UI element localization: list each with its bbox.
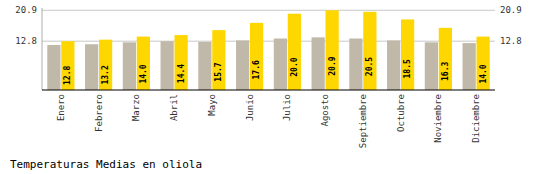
- bar: [463, 43, 476, 90]
- bar: [61, 41, 74, 90]
- y-tick-label: 20.9: [15, 5, 37, 15]
- bar: [349, 39, 362, 90]
- x-tick-label: Marzo: [131, 94, 141, 121]
- bar: [288, 14, 301, 90]
- data-label: 14.0: [139, 64, 148, 83]
- y-tick-label: 12.8: [15, 36, 37, 46]
- x-axis-line: [42, 89, 495, 90]
- bar: [439, 28, 452, 90]
- bar: [236, 40, 249, 90]
- y2-tick-label: 12.8: [500, 36, 522, 46]
- x-tick-label: Enero: [56, 94, 66, 121]
- data-label: 20.5: [365, 57, 374, 76]
- x-tick-label: Julio: [282, 94, 292, 121]
- x-tick-label: Septiembre: [358, 94, 368, 148]
- bar: [274, 39, 287, 90]
- x-tick-label: Octubre: [396, 94, 406, 132]
- data-label: 12.8: [63, 66, 72, 85]
- data-label: 18.5: [403, 59, 412, 78]
- data-label: 13.2: [101, 65, 110, 84]
- data-label: 17.6: [252, 60, 261, 79]
- chart-container: 12.8 13.2 14.0 14.4 15.7 17.6 20.0 20.9 20.5 18.5…: [0, 0, 537, 174]
- data-label: 14.0: [479, 64, 488, 83]
- x-tick-label: Mayo: [207, 94, 217, 116]
- data-label: 15.7: [214, 62, 223, 81]
- data-label: 20.0: [290, 57, 299, 76]
- y-axis-line: [42, 8, 43, 90]
- chart: 12.8 13.2 14.0 14.4 15.7 17.6 20.0 20.9 20.5 18.5…: [0, 0, 537, 174]
- y2-tick-label: 20.9: [500, 5, 522, 15]
- x-tick-label: Febrero: [94, 94, 104, 132]
- x-tick-label: Agosto: [320, 94, 330, 127]
- bar: [250, 23, 263, 90]
- bar: [425, 42, 438, 90]
- x-tick-label: Junio: [245, 94, 255, 121]
- data-label: 20.9: [328, 56, 337, 75]
- bar: [363, 12, 376, 90]
- bar: [212, 30, 225, 90]
- bar: [137, 37, 150, 90]
- data-label: 16.3: [441, 62, 450, 81]
- title: Temperaturas Medias en oliola: [10, 158, 202, 171]
- bar: [477, 37, 490, 90]
- bar: [175, 35, 188, 90]
- bar: [312, 37, 325, 90]
- x-tick-label: Abril: [169, 94, 179, 121]
- x-tick-label: Diciembre: [471, 94, 481, 143]
- x-tick-label: Noviembre: [433, 94, 443, 143]
- bar: [387, 40, 400, 90]
- grid-line: [42, 10, 495, 11]
- bars: [47, 10, 489, 90]
- bar: [123, 42, 136, 90]
- data-label: 14.4: [177, 64, 186, 83]
- bar: [47, 45, 60, 90]
- bar: [161, 41, 174, 90]
- bar: [85, 44, 98, 90]
- bar: [198, 42, 211, 90]
- bar: [99, 40, 112, 90]
- bar: [326, 10, 339, 90]
- bar: [401, 19, 414, 90]
